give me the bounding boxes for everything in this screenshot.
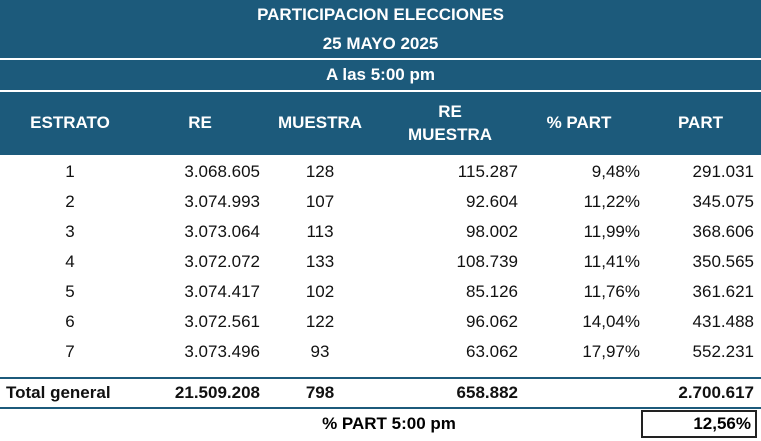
cell-pct-part: 9,48% bbox=[591, 162, 640, 181]
table-time: A las 5:00 pm bbox=[0, 60, 761, 91]
cell-estrato: 6 bbox=[65, 312, 75, 331]
footer-value-box: 12,56% bbox=[641, 410, 757, 438]
table-date: 25 MAYO 2025 bbox=[0, 29, 761, 59]
cell-pct-part: 14,04% bbox=[582, 312, 640, 331]
table-row: 4 3.072.072 133 108.739 11,41% 350.565 bbox=[0, 247, 761, 277]
column-header-muestra: MUESTRA bbox=[277, 113, 363, 133]
cell-estrato: 7 bbox=[65, 342, 75, 361]
total-muestra: 798 bbox=[305, 383, 335, 402]
cell-pct-part: 11,41% bbox=[583, 252, 640, 271]
cell-pct-part: 11,22% bbox=[583, 192, 640, 211]
cell-part: 350.565 bbox=[692, 252, 754, 271]
cell-muestra: 93 bbox=[310, 342, 330, 361]
total-re-muestra: 658.882 bbox=[456, 383, 518, 402]
cell-estrato: 4 bbox=[65, 252, 75, 271]
cell-re-muestra: 96.062 bbox=[466, 312, 518, 331]
total-re: 21.509.208 bbox=[174, 383, 260, 402]
cell-re: 3.073.496 bbox=[184, 342, 260, 361]
total-label: Total general bbox=[6, 383, 111, 402]
table-row: 1 3.068.605 128 115.287 9,48% 291.031 bbox=[0, 157, 761, 187]
column-header-re-muestra: RE MUESTRA bbox=[407, 101, 493, 144]
total-part: 2.700.617 bbox=[678, 383, 754, 402]
cell-pct-part: 11,76% bbox=[583, 282, 640, 301]
footer-label: % PART 5:00 pm bbox=[322, 414, 456, 433]
table-row: 5 3.074.417 102 85.126 11,76% 361.621 bbox=[0, 277, 761, 307]
cell-re-muestra: 92.604 bbox=[466, 192, 518, 211]
cell-re: 3.068.605 bbox=[184, 162, 260, 181]
table-row: 2 3.074.993 107 92.604 11,22% 345.075 bbox=[0, 187, 761, 217]
column-header-part: PART bbox=[677, 113, 723, 133]
table-row: 7 3.073.496 93 63.062 17,97% 552.231 bbox=[0, 337, 761, 367]
table-title: PARTICIPACION ELECCIONES bbox=[0, 0, 761, 29]
footer-value: 12,56% bbox=[693, 414, 751, 433]
cell-part: 345.075 bbox=[692, 192, 754, 211]
cell-re: 3.072.072 bbox=[184, 252, 260, 271]
cell-re-muestra: 108.739 bbox=[456, 252, 518, 271]
total-pct-part bbox=[518, 379, 640, 407]
cell-part: 431.488 bbox=[692, 312, 754, 331]
table-row: 6 3.072.561 122 96.062 14,04% 431.488 bbox=[0, 307, 761, 337]
cell-muestra: 107 bbox=[305, 192, 335, 211]
footer-row: % PART 5:00 pm 12,56% bbox=[0, 407, 761, 441]
cell-part: 552.231 bbox=[692, 342, 754, 361]
column-header-estrato: ESTRATO bbox=[30, 113, 110, 133]
cell-muestra: 122 bbox=[305, 312, 335, 331]
cell-re: 3.073.064 bbox=[184, 222, 260, 241]
cell-re-muestra: 115.287 bbox=[457, 162, 518, 181]
cell-re-muestra: 98.002 bbox=[466, 222, 518, 241]
total-row: Total general 21.509.208 798 658.882 2.7… bbox=[0, 377, 761, 409]
cell-muestra: 133 bbox=[305, 252, 335, 271]
cell-re: 3.074.417 bbox=[184, 282, 260, 301]
cell-pct-part: 11,99% bbox=[583, 222, 640, 241]
cell-muestra: 113 bbox=[306, 222, 334, 241]
cell-re-muestra: 63.062 bbox=[466, 342, 518, 361]
cell-part: 361.621 bbox=[692, 282, 754, 301]
cell-estrato: 3 bbox=[65, 222, 75, 241]
cell-part: 291.031 bbox=[692, 162, 754, 181]
cell-part: 368.606 bbox=[692, 222, 754, 241]
cell-re: 3.074.993 bbox=[184, 192, 260, 211]
column-header-re: RE bbox=[188, 113, 212, 133]
cell-estrato: 1 bbox=[65, 162, 75, 181]
cell-estrato: 5 bbox=[65, 282, 75, 301]
cell-pct-part: 17,97% bbox=[582, 342, 640, 361]
column-header-row: ESTRATO RE MUESTRA RE MUESTRA % PART PAR… bbox=[0, 92, 761, 155]
cell-muestra: 102 bbox=[305, 282, 335, 301]
cell-muestra: 128 bbox=[305, 162, 335, 181]
table-row: 3 3.073.064 113 98.002 11,99% 368.606 bbox=[0, 217, 761, 247]
cell-estrato: 2 bbox=[65, 192, 75, 211]
cell-re-muestra: 85.126 bbox=[466, 282, 518, 301]
column-header-pct-part: % PART bbox=[546, 113, 612, 133]
cell-re: 3.072.561 bbox=[184, 312, 260, 331]
